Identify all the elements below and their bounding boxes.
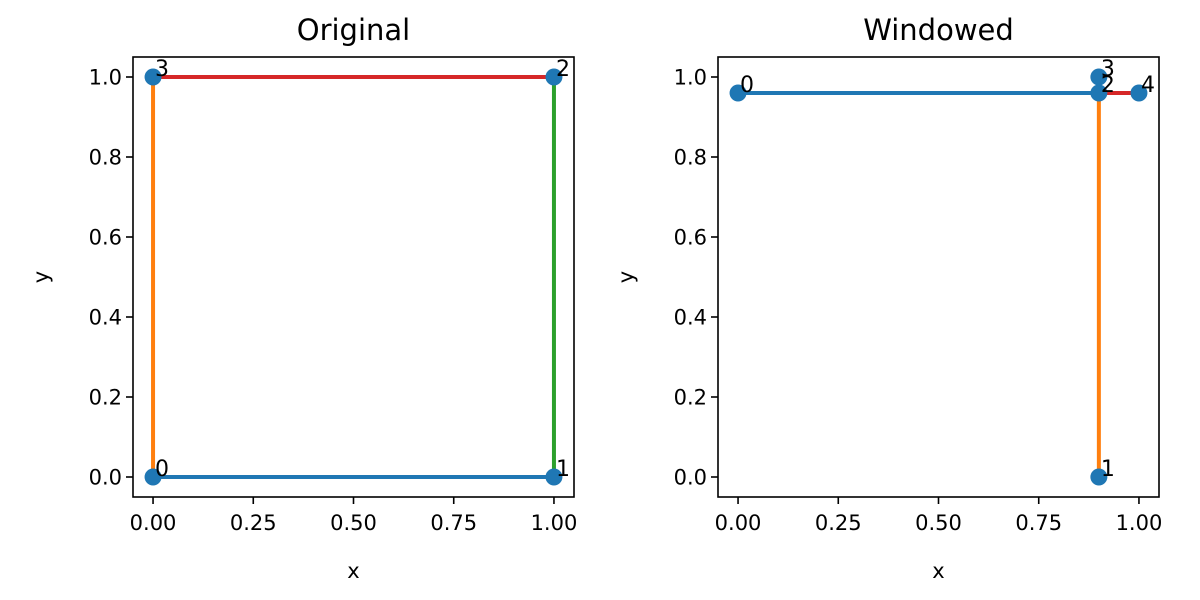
point-label-3: 3 xyxy=(1101,57,1115,82)
y-tick-label: 0.8 xyxy=(89,146,122,170)
point-label-0: 0 xyxy=(155,457,169,482)
x-tick-label: 0.75 xyxy=(1015,511,1062,535)
chart-title: Windowed xyxy=(863,13,1014,47)
x-tick-label: 0.50 xyxy=(330,511,377,535)
y-tick-label: 0.6 xyxy=(89,226,122,250)
point-marker-3 xyxy=(144,68,162,86)
point-marker-2 xyxy=(545,68,563,86)
y-tick-label: 0.0 xyxy=(89,466,122,490)
x-tick-label: 0.25 xyxy=(815,511,862,535)
x-tick-label: 1.00 xyxy=(1116,511,1163,535)
point-marker-1 xyxy=(1090,468,1108,486)
point-marker-0 xyxy=(729,84,747,102)
x-tick-label: 0.50 xyxy=(915,511,962,535)
plot-frame xyxy=(132,56,575,498)
y-tick-label: 0.4 xyxy=(674,306,707,330)
point-marker-1 xyxy=(545,468,563,486)
y-tick-label: 0.0 xyxy=(674,466,707,490)
y-tick-label: 1.0 xyxy=(674,66,707,90)
point-label-2: 2 xyxy=(1101,73,1115,98)
y-tick-label: 0.6 xyxy=(674,226,707,250)
x-tick-label: 0.75 xyxy=(430,511,477,535)
x-tick-label: 0.00 xyxy=(130,511,177,535)
chart-original: Original 0 1 2 3 0.00 0.25 0.50 0.75 1.00 0.0 0.2 0.… xyxy=(29,13,577,583)
plot-frame xyxy=(717,56,1160,498)
x-tick-label: 0.00 xyxy=(715,511,762,535)
x-tick-label: 1.00 xyxy=(531,511,578,535)
point-label-2: 2 xyxy=(556,57,570,82)
point-marker-0 xyxy=(144,468,162,486)
point-marker-4 xyxy=(1130,84,1148,102)
chart-windowed: Windowed 0 1 23 4 0.00 0.25 0.50 0.75 1.00 0.0 0.2 0… xyxy=(614,13,1162,583)
y-tick-label: 0.4 xyxy=(89,306,122,330)
y-tick-label: 1.0 xyxy=(89,66,122,90)
x-tick-label: 0.25 xyxy=(230,511,277,535)
y-tick-label: 0.8 xyxy=(674,146,707,170)
x-axis-label: x xyxy=(932,559,944,583)
point-label-4: 4 xyxy=(1141,73,1155,98)
point-marker-3 xyxy=(1090,68,1108,86)
point-label-1: 1 xyxy=(556,457,570,482)
chart-title: Original xyxy=(297,13,410,47)
point-label-1: 1 xyxy=(1101,457,1115,482)
x-axis-label: x xyxy=(347,559,359,583)
y-axis-label: y xyxy=(29,271,53,283)
y-axis-label: y xyxy=(614,271,638,283)
y-tick-label: 0.2 xyxy=(89,386,122,410)
point-label-3: 3 xyxy=(155,57,169,82)
point-label-0: 0 xyxy=(740,73,754,98)
point-marker-2 xyxy=(1090,84,1108,102)
y-tick-label: 0.2 xyxy=(674,386,707,410)
